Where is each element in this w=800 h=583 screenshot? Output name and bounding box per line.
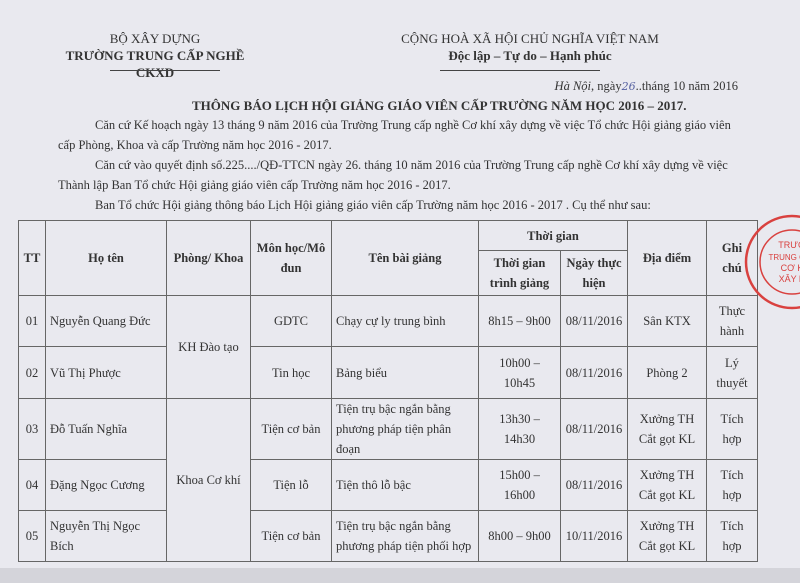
header-place: Địa điểm [627, 220, 707, 296]
cell-lesson: Bảng biểu [331, 346, 479, 399]
document-title: THÔNG BÁO LỊCH HỘI GIẢNG GIÁO VIÊN CẤP T… [192, 98, 687, 113]
cell-tt: 04 [18, 459, 46, 511]
stamp-inner-ring [759, 229, 800, 295]
cell-tt: 01 [18, 295, 46, 347]
header-row: TT Họ tên Phòng/ Khoa Môn học/Mô đun Tên… [18, 220, 758, 296]
cell-subject: Tiện lỗ [250, 459, 332, 511]
cell-time: 15h00 – 16h00 [478, 459, 561, 511]
cell-dept: KH Đào tạo [166, 295, 251, 399]
cell-name: Đặng Ngọc Cương [45, 459, 167, 511]
table-row: 05 Nguyễn Thị Ngọc Bích Tiện cơ bản Tiện… [18, 510, 758, 562]
header-note: Ghi chú [706, 220, 758, 296]
divider [440, 70, 600, 71]
cell-time: 13h30 – 14h30 [478, 398, 561, 460]
handwritten-day: 26 [621, 80, 636, 93]
cell-name: Nguyễn Quang Đức [45, 295, 167, 347]
cell-note: Tích hợp [706, 459, 758, 511]
cell-note: Tích hợp [706, 398, 758, 460]
cell-name: Đỗ Tuấn Nghĩa [45, 398, 167, 460]
header-time: Thời gian trình giảng [478, 250, 561, 296]
cell-name: Vũ Thị Phược [45, 346, 167, 399]
stamp-text: XÂY D [779, 274, 800, 284]
cell-tt: 05 [18, 510, 46, 562]
school-name: TRƯỜNG TRUNG CẤP NGHỀ CKXD [65, 48, 245, 80]
cell-time: 8h00 – 9h00 [478, 510, 561, 562]
cell-dept: Khoa Cơ khí [166, 398, 251, 562]
table-row: 01 Nguyễn Quang Đức KH Đào tạo GDTC Chạy… [18, 295, 758, 399]
place: Hà Nội [554, 79, 592, 93]
cell-note: Lý thuyết [706, 346, 758, 399]
nation-block: CỘNG HOÀ XÃ HỘI CHỦ NGHĨA VIỆT NAM Độc l… [380, 30, 680, 64]
header-lesson: Tên bài giảng [331, 220, 479, 296]
date-text: ..tháng 10 năm 2016 [635, 79, 738, 93]
cell-time: 10h00 – 10h45 [478, 346, 561, 399]
cell-lesson: Tiện trụ bậc ngắn bằng phương pháp tiện … [331, 510, 479, 562]
cell-note: Thực hành [706, 295, 758, 347]
cell-date: 08/11/2016 [560, 295, 628, 347]
header-date: Ngày thực hiện [560, 250, 628, 296]
cell-date: 08/11/2016 [560, 346, 628, 399]
date-line: Hà Nội, ngày26..tháng 10 năm 2016 [555, 79, 738, 94]
cell-tt: 02 [18, 346, 46, 399]
motto: Độc lập – Tự do – Hạnh phúc [448, 48, 612, 63]
stamp-text: TRƯỜ [778, 240, 800, 250]
ministry-name: BỘ XÂY DỰNG [109, 31, 201, 46]
official-stamp: TRƯỜ TRUNG CẤP CƠ K XÂY D [744, 214, 800, 310]
cell-lesson: Chạy cự ly trung bình [331, 295, 479, 347]
scan-edge [0, 568, 800, 583]
cell-subject: GDTC [250, 295, 332, 347]
date-text: , ngày [591, 79, 622, 93]
stamp-outer-ring [744, 214, 800, 310]
cell-note: Tích hợp [706, 510, 758, 562]
paragraph-2: Căn cứ vào quyết định số.225..../QĐ-TTCN… [58, 158, 728, 192]
cell-subject: Tiện cơ bản [250, 398, 332, 460]
header-time-group: Thời gian [478, 220, 628, 251]
cell-place: Xưởng TH Cắt gọt KL [627, 398, 707, 460]
cell-date: 08/11/2016 [560, 398, 628, 460]
paragraph-1: Căn cứ Kế hoạch ngày 13 tháng 9 năm 2016… [58, 118, 731, 152]
cell-time: 8h15 – 9h00 [478, 295, 561, 347]
table-row: 04 Đặng Ngọc Cương Tiện lỗ Tiện thô lỗ b… [18, 459, 758, 511]
header-name: Họ tên [45, 220, 167, 296]
stamp-text: CƠ K [781, 263, 800, 273]
cell-place: Xưởng TH Cắt gọt KL [627, 510, 707, 562]
issuer-block: BỘ XÂY DỰNG TRƯỜNG TRUNG CẤP NGHỀ CKXD [60, 30, 250, 81]
cell-lesson: Tiện thô lỗ bậc [331, 459, 479, 511]
header-subject: Môn học/Mô đun [250, 220, 332, 296]
cell-lesson: Tiện trụ bậc ngắn bằng phương pháp tiện … [331, 398, 479, 460]
nation-name: CỘNG HOÀ XÃ HỘI CHỦ NGHĨA VIỆT NAM [401, 31, 659, 46]
cell-name: Nguyễn Thị Ngọc Bích [45, 510, 167, 562]
header-row: Thời gian trình giảng Ngày thực hiện [19, 250, 758, 296]
table-row: 03 Đỗ Tuấn Nghĩa Khoa Cơ khí Tiện cơ bản… [18, 398, 758, 562]
cell-place: Xưởng TH Cắt gọt KL [627, 459, 707, 511]
cell-subject: Tin học [250, 346, 332, 399]
header-dept: Phòng/ Khoa [166, 220, 251, 296]
paragraph-3: Ban Tổ chức Hội giảng thông báo Lịch Hội… [95, 198, 651, 212]
cell-date: 10/11/2016 [560, 510, 628, 562]
cell-tt: 03 [18, 398, 46, 460]
cell-subject: Tiện cơ bản [250, 510, 332, 562]
cell-date: 08/11/2016 [560, 459, 628, 511]
divider [110, 70, 220, 71]
stamp-text: TRUNG CẤP [768, 252, 800, 262]
schedule-table: TT Họ tên Phòng/ Khoa Môn học/Mô đun Tên… [18, 220, 758, 562]
cell-place: Phòng 2 [627, 346, 707, 399]
table-row: 02 Vũ Thị Phược Tin học Bảng biểu 10h00 … [18, 346, 758, 399]
header-tt: TT [18, 220, 46, 296]
cell-place: Sân KTX [627, 295, 707, 347]
